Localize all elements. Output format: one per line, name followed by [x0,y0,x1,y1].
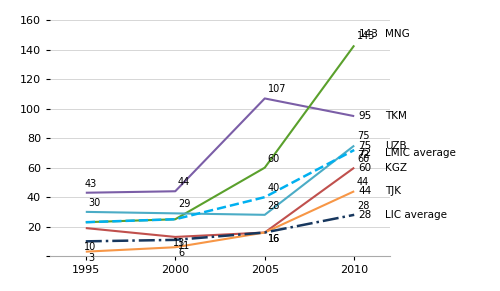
Text: KGZ: KGZ [385,163,407,173]
Text: 43: 43 [84,179,96,189]
Text: UZB: UZB [385,141,406,150]
Text: 16: 16 [268,234,280,244]
Text: 29: 29 [178,199,190,209]
Text: MNG: MNG [385,29,409,39]
Text: LMIC average: LMIC average [385,148,456,158]
Text: TKM: TKM [385,111,406,121]
Text: LIC average: LIC average [385,210,447,220]
Text: 30: 30 [88,198,101,208]
Text: 72: 72 [358,148,372,158]
Text: 75: 75 [358,141,372,150]
Text: 10: 10 [84,242,96,253]
Text: 28: 28 [357,201,370,211]
Text: 28: 28 [268,201,280,211]
Text: 13: 13 [172,238,184,248]
Text: 6: 6 [178,248,184,258]
Text: 44: 44 [358,186,372,196]
Text: 95: 95 [358,111,372,121]
Text: 40: 40 [268,183,280,193]
Text: 72: 72 [357,150,370,160]
Text: 3: 3 [88,253,94,263]
Text: 28: 28 [358,210,372,220]
Text: 143: 143 [358,29,378,39]
Text: TJK: TJK [385,186,401,196]
Text: 16: 16 [268,234,280,244]
Text: 60: 60 [357,154,369,164]
Text: 107: 107 [268,84,286,94]
Text: 143: 143 [357,31,376,41]
Text: 60: 60 [268,154,280,164]
Text: 75: 75 [357,132,370,141]
Text: 44: 44 [357,177,369,187]
Text: 11: 11 [178,241,190,251]
Text: 44: 44 [178,177,190,187]
Text: 60: 60 [358,163,372,173]
